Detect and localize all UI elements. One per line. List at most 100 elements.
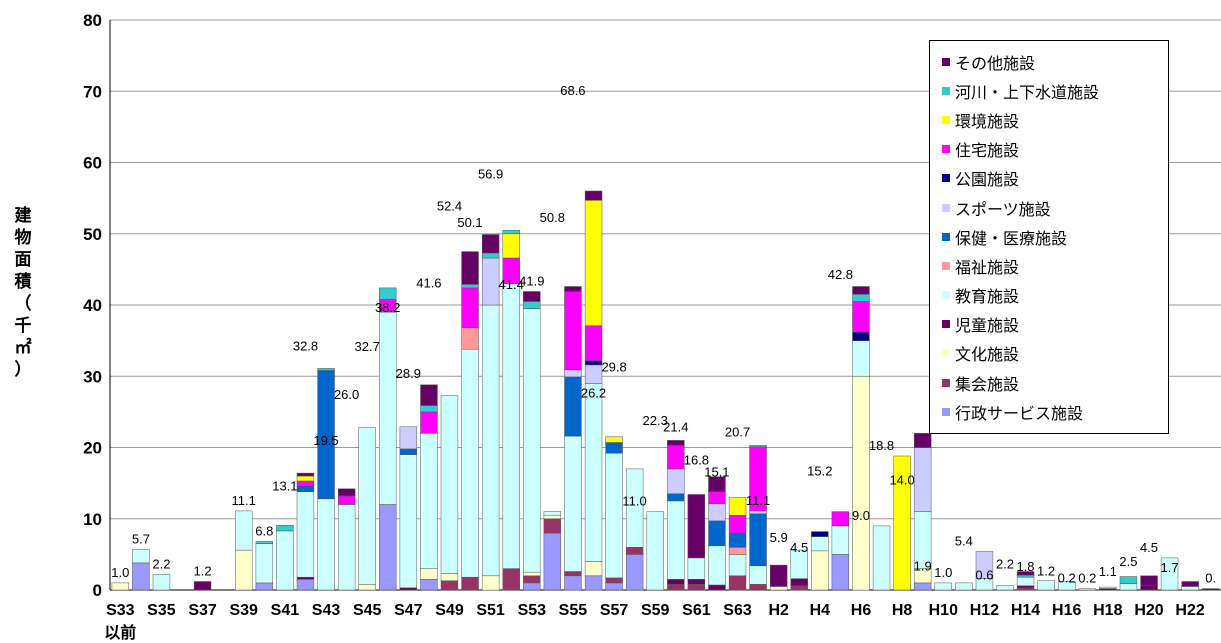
- bar-stack: [687, 494, 706, 591]
- bar-segment: [667, 493, 685, 502]
- bar-segment: [255, 541, 274, 544]
- bar-segment: [502, 229, 520, 235]
- bar-segment: [584, 561, 603, 577]
- bar-total-label: 1.0: [111, 565, 129, 580]
- bar-segment: [523, 575, 541, 584]
- legend-swatch: [942, 145, 950, 154]
- bar-segment: [564, 369, 582, 378]
- bar-segment: [687, 557, 706, 580]
- bar-segment: [893, 455, 911, 591]
- legend-swatch: [942, 115, 950, 124]
- legend-item: 行政サービス施設: [942, 397, 1168, 426]
- y-tick-label: 50: [83, 225, 102, 244]
- bar-segment: [523, 571, 541, 577]
- bar-segment: [852, 294, 870, 302]
- bar-stack: [235, 510, 253, 591]
- bar-segment: [913, 582, 932, 591]
- bar-segment: [296, 472, 315, 477]
- bar-segment: [646, 511, 664, 591]
- bar-segment: [790, 578, 808, 586]
- y-axis-label-char: 積: [14, 272, 32, 292]
- bar-total-label: 4.5: [1140, 540, 1158, 555]
- bar-segment: [955, 582, 973, 591]
- x-tick-label: H22: [1175, 602, 1204, 619]
- bar-segment: [605, 577, 623, 584]
- bar-segment: [852, 376, 870, 591]
- y-axis-label-char: ㎡: [14, 338, 32, 358]
- bar-segment: [461, 327, 479, 350]
- bar-segment: [399, 454, 418, 589]
- legend-swatch: [942, 378, 950, 387]
- bar-segment: [728, 497, 747, 516]
- legend-item: 河川・上下水道施設: [942, 76, 1168, 105]
- legend-label: スポーツ施設: [955, 199, 1051, 219]
- x-tick-label: S39: [229, 602, 258, 619]
- bar-segment: [934, 582, 952, 591]
- bar-total-label: 2.2: [996, 556, 1014, 571]
- legend-label: 保健・医療施設: [955, 228, 1068, 248]
- y-tick-label: 20: [83, 439, 102, 458]
- bar-stack: [831, 511, 850, 591]
- bar-segment: [481, 257, 500, 306]
- bar-segment: [481, 575, 500, 591]
- bar-stacks: [111, 190, 1220, 591]
- bar-stack: [872, 525, 891, 591]
- bar-segment: [1181, 586, 1199, 591]
- bar-segment: [1058, 581, 1076, 591]
- bar-total-label: 1.2: [1037, 564, 1055, 579]
- y-tick-label: 70: [83, 82, 102, 101]
- x-tick-sublabel: 以前: [104, 623, 136, 642]
- bar-segment: [708, 520, 726, 547]
- bar-stack: [440, 395, 459, 591]
- bar-segment: [399, 448, 418, 455]
- legend-swatch: [942, 174, 950, 183]
- bar-stack: [420, 384, 438, 591]
- bar-segment: [276, 530, 294, 591]
- x-tick-label: H16: [1052, 602, 1081, 619]
- bar-segment: [502, 568, 520, 591]
- bar-segment: [564, 291, 582, 371]
- bar-segment: [872, 525, 891, 591]
- bar-segment: [399, 426, 418, 450]
- bar-segment: [852, 286, 870, 295]
- bar-total-label: 38.2: [375, 300, 400, 315]
- x-tick-label: H4: [810, 602, 831, 619]
- x-tick-label: S53: [518, 602, 547, 619]
- bar-total-label: 0.6: [975, 568, 993, 583]
- gridlines: [110, 19, 1221, 591]
- bar-segment: [379, 504, 397, 591]
- x-tick-label: H8: [892, 602, 913, 619]
- bar-stack: [379, 287, 397, 591]
- bar-total-label: 50.8: [540, 210, 565, 225]
- bar-stack: [481, 234, 500, 591]
- bar-segment: [852, 301, 870, 333]
- bar-segment: [913, 447, 932, 512]
- bar-segment: [1016, 587, 1035, 591]
- bar-stack: [1058, 581, 1076, 591]
- bar-segment: [564, 376, 582, 437]
- bar-segment: [1160, 557, 1179, 591]
- x-tick-label: H6: [851, 602, 872, 619]
- legend-item: 教育施設: [942, 281, 1168, 310]
- bar-stack: [975, 551, 994, 591]
- bar-segment: [625, 554, 644, 591]
- bar-segment: [625, 547, 644, 555]
- bar-segment: [667, 440, 685, 446]
- total-data-labels: 1.05.72.2 1.211.16.813.132.819.526.032.73…: [111, 83, 1216, 585]
- bar-stack: [564, 286, 582, 591]
- legend-label: 河川・上下水道施設: [955, 82, 1100, 102]
- bar-segment: [1078, 588, 1096, 591]
- bar-segment: [379, 287, 397, 300]
- legend-swatch: [942, 320, 950, 329]
- y-tick-label: 0: [93, 581, 102, 600]
- bar-segment: [708, 545, 726, 586]
- bar-segment: [461, 287, 479, 329]
- bar-segment: [749, 513, 767, 567]
- legend-item: その他施設: [942, 47, 1168, 76]
- y-axis-label-char: ）: [14, 360, 32, 380]
- bar-segment: [523, 308, 541, 573]
- bar-stack: [152, 574, 171, 591]
- bar-total-label: 32.8: [293, 338, 318, 353]
- legend-swatch: [942, 232, 950, 241]
